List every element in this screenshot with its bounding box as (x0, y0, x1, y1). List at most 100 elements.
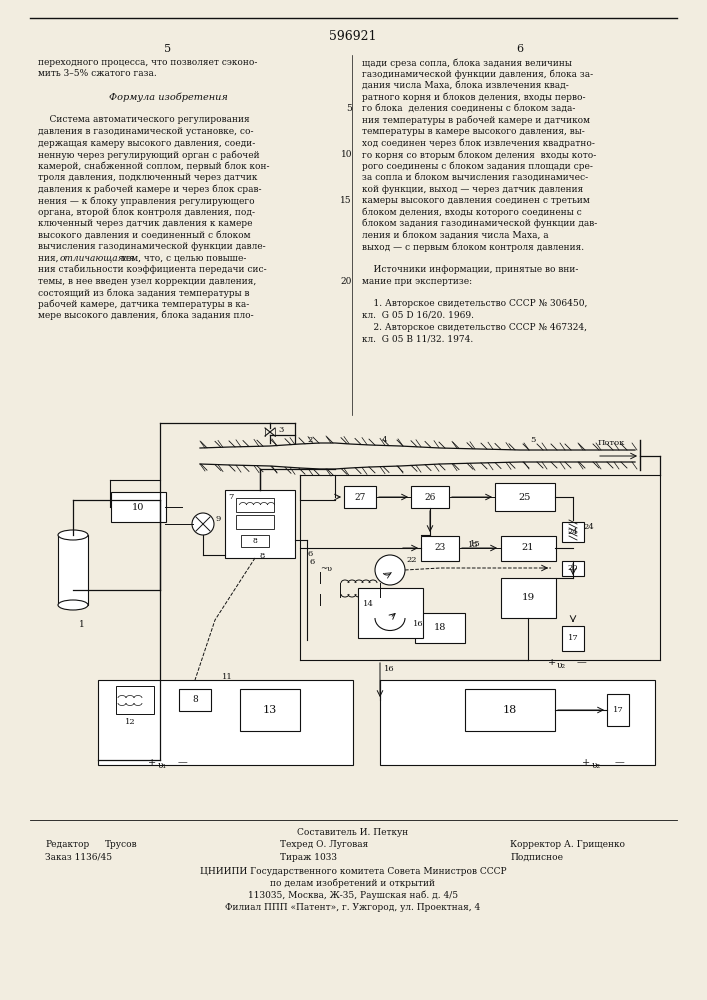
Text: υ₁: υ₁ (158, 761, 167, 770)
Text: по делам изобретений и открытий: по делам изобретений и открытий (271, 879, 436, 888)
Text: ЦНИИПИ Государственного комитета Совета Министров СССР: ЦНИИПИ Государственного комитета Совета … (199, 867, 506, 876)
Bar (236, 498, 274, 512)
Text: 17: 17 (568, 634, 578, 642)
Text: кл.  G 05 D 16/20. 1969.: кл. G 05 D 16/20. 1969. (362, 311, 474, 320)
Bar (179, 689, 211, 711)
Bar (607, 694, 629, 726)
Text: 8: 8 (192, 696, 198, 704)
Text: ратного корня и блоков деления, входы перво-: ратного корня и блоков деления, входы пе… (362, 93, 585, 102)
Text: го корня со вторым блоком деления  входы кото-: го корня со вторым блоком деления входы … (362, 150, 596, 159)
Bar (421, 536, 459, 560)
Text: Редактор: Редактор (45, 840, 89, 849)
Text: состоящий из блока задания температуры в: состоящий из блока задания температуры в (38, 288, 250, 298)
Text: камеры высокого давления соединен с третьим: камеры высокого давления соединен с трет… (362, 196, 590, 205)
Text: ход соединен через блок извлечения квадратно-: ход соединен через блок извлечения квадр… (362, 138, 595, 148)
Text: тем, что, с целью повыше-: тем, что, с целью повыше- (118, 253, 246, 262)
Text: 19: 19 (521, 593, 534, 602)
Text: +: + (548, 658, 556, 667)
Bar (501, 578, 556, 618)
Text: —: — (178, 758, 188, 767)
Text: —: — (615, 758, 625, 767)
Text: камерой, снабженной соплом, первый блок кон-: камерой, снабженной соплом, первый блок … (38, 161, 269, 171)
Bar (562, 560, 584, 576)
Text: 20: 20 (341, 276, 352, 286)
Text: Корректор А. Грищенко: Корректор А. Грищенко (510, 840, 625, 849)
Text: 14: 14 (363, 600, 374, 608)
Text: кл.  G 05 B 11/32. 1974.: кл. G 05 B 11/32. 1974. (362, 334, 473, 343)
Text: кой функции, выход — через датчик давления: кой функции, выход — через датчик давлен… (362, 184, 583, 194)
Text: отличающаяся: отличающаяся (60, 253, 136, 262)
Text: Заказ 1136/45: Заказ 1136/45 (45, 853, 112, 862)
Text: блоком задания газодинамической функции дав-: блоком задания газодинамической функции … (362, 219, 597, 229)
Text: 16: 16 (413, 620, 423, 628)
Text: 6: 6 (516, 44, 524, 54)
Text: давления к рабочей камере и через блок срав-: давления к рабочей камере и через блок с… (38, 184, 262, 194)
Text: Подписное: Подписное (510, 853, 563, 862)
Text: рого соединены с блоком задания площади сре-: рого соединены с блоком задания площади … (362, 161, 593, 171)
Text: 23: 23 (434, 544, 445, 552)
Circle shape (192, 513, 214, 535)
Bar (501, 536, 556, 560)
Text: 7: 7 (228, 493, 233, 501)
Text: 21: 21 (522, 544, 534, 552)
Bar (465, 689, 555, 731)
Text: давления в газодинамической установке, со-: давления в газодинамической установке, с… (38, 127, 254, 136)
Text: Техред О. Луговая: Техред О. Луговая (280, 840, 368, 849)
Text: 24: 24 (583, 523, 594, 531)
Text: Филиал ППП «Патент», г. Ужгород, ул. Проектная, 4: Филиал ППП «Патент», г. Ужгород, ул. Про… (226, 903, 481, 912)
Text: +: + (148, 758, 156, 767)
Text: органа, второй блок контроля давления, под-: органа, второй блок контроля давления, п… (38, 208, 255, 217)
Text: 13: 13 (263, 705, 277, 715)
Text: ления и блоком задания числа Маха, а: ления и блоком задания числа Маха, а (362, 231, 549, 239)
Bar (380, 680, 655, 765)
Text: Поток: Поток (598, 439, 626, 447)
Text: 5: 5 (530, 436, 535, 444)
Bar (241, 535, 269, 547)
Text: Составитель И. Петкун: Составитель И. Петкун (298, 828, 409, 837)
Text: высокого давления и соединенный с блоком: высокого давления и соединенный с блоком (38, 231, 250, 239)
Text: 2: 2 (307, 436, 312, 444)
Text: 8: 8 (260, 552, 265, 560)
Text: темы, в нее введен узел коррекции давления,: темы, в нее введен узел коррекции давлен… (38, 276, 256, 286)
Text: 596921: 596921 (329, 30, 377, 43)
Text: рабочей камере, датчика температуры в ка-: рабочей камере, датчика температуры в ка… (38, 300, 250, 309)
Text: 113035, Москва, Ж-35, Раушская наб. д. 4/5: 113035, Москва, Ж-35, Раушская наб. д. 4… (248, 891, 458, 900)
Text: ненную через регулирующий орган с рабочей: ненную через регулирующий орган с рабоче… (38, 150, 259, 159)
Text: 4: 4 (382, 436, 387, 444)
Text: блоком деления, входы которого соединены с: блоком деления, входы которого соединены… (362, 208, 582, 217)
Text: газодинамической функции давления, блока за-: газодинамической функции давления, блока… (362, 70, 593, 79)
Text: 9: 9 (216, 515, 221, 523)
Ellipse shape (58, 600, 88, 610)
Bar (562, 522, 584, 542)
Bar (98, 680, 353, 765)
Text: υ₂: υ₂ (557, 661, 566, 670)
Text: Трусов: Трусов (105, 840, 138, 849)
Bar (58, 535, 88, 605)
Bar (110, 492, 165, 522)
Text: 1. Авторское свидетельство СССР № 306450,: 1. Авторское свидетельство СССР № 306450… (362, 300, 588, 308)
Bar (236, 515, 274, 529)
Bar (562, 626, 584, 650)
Bar (358, 588, 423, 638)
Text: Система автоматического регулирования: Система автоматического регулирования (38, 115, 250, 124)
Text: 6: 6 (307, 550, 312, 558)
Text: за сопла и блоком вычисления газодинамичес-: за сопла и блоком вычисления газодинамич… (362, 173, 588, 182)
Text: Источники информации, принятые во вни-: Источники информации, принятые во вни- (362, 265, 578, 274)
Circle shape (375, 555, 405, 585)
Text: переходного процесса, что позволяет сэконо-: переходного процесса, что позволяет сэко… (38, 58, 257, 67)
Text: 15: 15 (470, 540, 481, 548)
Text: го блока  деления соединены с блоком зада-: го блока деления соединены с блоком зада… (362, 104, 575, 113)
Text: ния температуры в рабочей камере и датчиком: ния температуры в рабочей камере и датчи… (362, 115, 590, 125)
Text: 26: 26 (424, 492, 436, 502)
Text: вычисления газодинамической функции давле-: вычисления газодинамической функции давл… (38, 242, 266, 251)
Text: Формула изобретения: Формула изобретения (109, 93, 228, 102)
Text: щади среза сопла, блока задания величины: щади среза сопла, блока задания величины (362, 58, 572, 68)
Text: 1: 1 (79, 620, 85, 629)
Text: 5: 5 (346, 104, 352, 113)
Text: 5: 5 (165, 44, 172, 54)
Text: мере высокого давления, блока задания пло-: мере высокого давления, блока задания пл… (38, 311, 254, 320)
Text: 15: 15 (468, 541, 479, 549)
Text: 15: 15 (340, 196, 352, 205)
Bar (495, 483, 555, 511)
Bar (411, 486, 449, 508)
